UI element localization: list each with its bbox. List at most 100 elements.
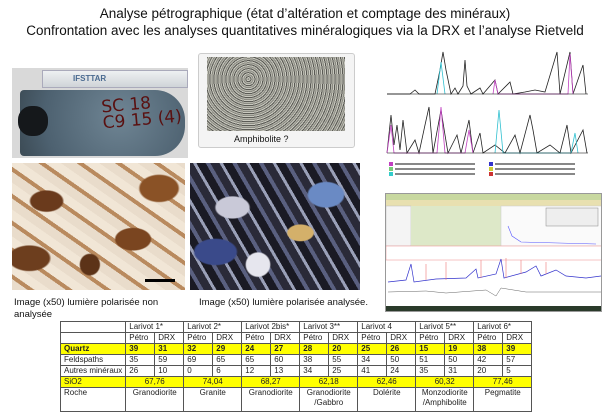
rock-slab-photo: Amphibolite ? bbox=[198, 53, 355, 148]
table-row: Feldspaths 35 59 69 65 65 60 38 55 34 50 51 50 42 57 bbox=[59, 354, 533, 366]
value-cell: 20 bbox=[328, 343, 359, 355]
value-cell: 42 bbox=[473, 354, 504, 366]
value-cell: 6 bbox=[212, 365, 243, 377]
value-cell: 65 bbox=[241, 354, 272, 366]
rock-type-line1: Granite bbox=[199, 388, 226, 397]
value-cell: 34 bbox=[357, 354, 388, 366]
subheader-row: Pétro DRX Pétro DRX Pétro DRX Pétro DRX Pétro DRX… bbox=[59, 332, 533, 344]
value-cell: 25 bbox=[328, 365, 359, 377]
value-cell: 27 bbox=[270, 343, 301, 355]
value-cell: 35 bbox=[125, 354, 156, 366]
sample-header: Larivot 2bis* bbox=[241, 321, 301, 333]
subheader-drx: DRX bbox=[154, 332, 185, 344]
rock-type: Granodiorite/Gabbro bbox=[299, 387, 359, 412]
xrd-diffractogram-2 bbox=[385, 105, 590, 182]
value-cell: 19 bbox=[444, 343, 475, 355]
subheader-petro: Pétro bbox=[299, 332, 330, 344]
value-cell: 60 bbox=[270, 354, 301, 366]
rietveld-software-screenshot bbox=[385, 193, 602, 312]
subheader-drx: DRX bbox=[444, 332, 475, 344]
value-cell: 38 bbox=[299, 354, 330, 366]
value-cell: 31 bbox=[154, 343, 185, 355]
sample-header: Larivot 5** bbox=[415, 321, 475, 333]
value-cell: 13 bbox=[270, 365, 301, 377]
corner-cell bbox=[59, 321, 127, 333]
sample-header: Larivot 6* bbox=[473, 321, 533, 333]
row-label: Feldspaths bbox=[59, 354, 127, 366]
value-cell: 35 bbox=[415, 365, 446, 377]
subheader-petro: Pétro bbox=[415, 332, 446, 344]
sio2-value: 67,76 bbox=[125, 376, 185, 388]
sio2-value: 60,32 bbox=[415, 376, 475, 388]
subheader-petro: Pétro bbox=[125, 332, 156, 344]
sio2-value: 68,27 bbox=[241, 376, 301, 388]
subheader-drx: DRX bbox=[386, 332, 417, 344]
rock-type-line1: Granodiorite bbox=[306, 388, 351, 397]
rock-type: Pegmatite bbox=[473, 387, 533, 412]
value-cell: 50 bbox=[444, 354, 475, 366]
rock-type: Granite bbox=[183, 387, 243, 412]
caption-non-analysed: Image (x50) lumière polarisée non analys… bbox=[14, 297, 159, 320]
scale-bar bbox=[145, 279, 175, 282]
subheader-petro: Pétro bbox=[241, 332, 272, 344]
value-cell: 38 bbox=[473, 343, 504, 355]
header-row: Larivot 1* Larivot 2* Larivot 2bis* Larivot… bbox=[59, 321, 533, 333]
blank-cell bbox=[59, 332, 127, 344]
rock-core-photo: IFSTTAR SC 18 C9 15 (4) bbox=[12, 68, 188, 158]
value-cell: 20 bbox=[473, 365, 504, 377]
rock-type-line1: Dolérite bbox=[372, 388, 401, 397]
row-label: Autres minéraux bbox=[59, 365, 127, 377]
sample-header: Larivot 4 bbox=[357, 321, 417, 333]
sample-mark: SC 18 C9 15 (4) bbox=[101, 93, 183, 133]
rock-type-line2: /Amphibolite bbox=[422, 398, 467, 407]
value-cell: 26 bbox=[125, 365, 156, 377]
subheader-petro: Pétro bbox=[183, 332, 214, 344]
value-cell: 32 bbox=[183, 343, 214, 355]
ruler: IFSTTAR bbox=[42, 70, 188, 88]
roche-row: Roche Granodiorite Granite Granodiorite Gran… bbox=[59, 387, 533, 412]
slide-title-line1: Analyse pétrographique (état d’altératio… bbox=[99, 6, 511, 21]
caption-analysed: Image (x50) lumière polarisée analysée. bbox=[199, 297, 368, 308]
thin-section-analysed-image bbox=[190, 163, 360, 290]
value-cell: 55 bbox=[328, 354, 359, 366]
slab-texture bbox=[207, 57, 345, 131]
value-cell: 34 bbox=[299, 365, 330, 377]
value-cell: 26 bbox=[386, 343, 417, 355]
xrd-diffractogram-1 bbox=[385, 50, 590, 97]
thin-section-non-analysed-image bbox=[12, 163, 185, 290]
rock-type: Dolérite bbox=[357, 387, 417, 412]
sio2-value: 77,46 bbox=[473, 376, 533, 388]
sio2-value: 62,46 bbox=[357, 376, 417, 388]
value-cell: 24 bbox=[386, 365, 417, 377]
rock-type: Granodiorite bbox=[241, 387, 301, 412]
value-cell: 29 bbox=[212, 343, 243, 355]
value-cell: 50 bbox=[386, 354, 417, 366]
value-cell: 12 bbox=[241, 365, 272, 377]
value-cell: 51 bbox=[415, 354, 446, 366]
rock-type-line1: Granodiorite bbox=[132, 388, 177, 397]
subheader-drx: DRX bbox=[270, 332, 301, 344]
core-dark-spot bbox=[18, 106, 48, 136]
ruler-brand: IFSTTAR bbox=[73, 74, 107, 83]
row-label-sio2: SiO2 bbox=[59, 376, 127, 388]
subheader-drx: DRX bbox=[212, 332, 243, 344]
subheader-petro: Pétro bbox=[473, 332, 504, 344]
table-row: Autres minéraux 26 10 0 6 12 13 34 25 41 24 35 31 20 5 bbox=[59, 365, 533, 377]
value-cell: 39 bbox=[502, 343, 533, 355]
value-cell: 69 bbox=[183, 354, 214, 366]
slide-title-line2: Confrontation avec les analyses quantita… bbox=[26, 23, 584, 38]
subheader-drx: DRX bbox=[328, 332, 359, 344]
rock-type: Granodiorite bbox=[125, 387, 185, 412]
value-cell: 24 bbox=[241, 343, 272, 355]
rock-type-line2: /Gabbro bbox=[314, 398, 344, 407]
rock-type-line1: Granodiorite bbox=[248, 388, 293, 397]
value-cell: 25 bbox=[357, 343, 388, 355]
value-cell: 15 bbox=[415, 343, 446, 355]
value-cell: 59 bbox=[154, 354, 185, 366]
mineral-comparison-table: Larivot 1* Larivot 2* Larivot 2bis* Larivot… bbox=[59, 321, 533, 412]
value-cell: 41 bbox=[357, 365, 388, 377]
value-cell: 39 bbox=[125, 343, 156, 355]
sample-header: Larivot 1* bbox=[125, 321, 185, 333]
subheader-petro: Pétro bbox=[357, 332, 388, 344]
value-cell: 0 bbox=[183, 365, 214, 377]
